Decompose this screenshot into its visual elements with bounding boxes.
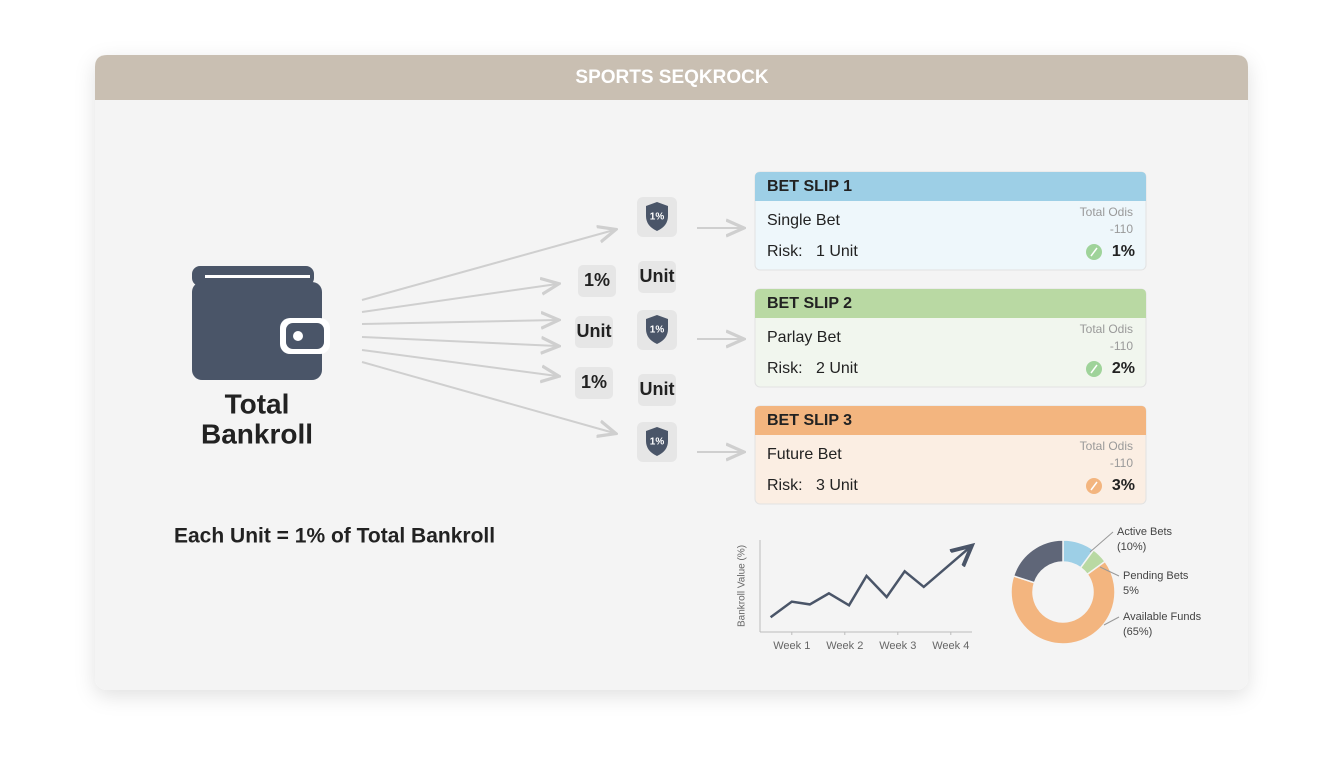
arrow [361, 230, 614, 301]
arrow [361, 284, 557, 313]
slip-header [755, 289, 1146, 318]
slip-title: BET SLIP 1 [767, 178, 852, 195]
x-tick-label: Week 3 [879, 640, 916, 652]
chip-text: 1% [584, 270, 610, 290]
slip-title: BET SLIP 3 [767, 412, 852, 429]
risk: 2 Unit [816, 360, 858, 377]
wallet-label: Bankroll [201, 418, 313, 449]
chip [638, 374, 676, 406]
shield-icon [646, 315, 668, 344]
slip-header [755, 406, 1146, 435]
odds-label: Total Odis [1080, 205, 1133, 219]
chip-text: Unit [640, 379, 675, 399]
legend-label: Active Bets [1117, 526, 1173, 538]
percent-icon-slash [1090, 247, 1098, 257]
y-axis-label: Bankroll Value (%) [737, 545, 748, 627]
risk-label: Risk: [767, 360, 803, 377]
arrow [361, 337, 557, 346]
footnote: Each Unit = 1% of Total Bankroll [174, 525, 495, 548]
x-tick-label: Week 1 [773, 640, 810, 652]
chip [578, 265, 616, 297]
slip-header [755, 172, 1146, 201]
bet-type: Parlay Bet [767, 329, 841, 346]
x-tick-label: Week 4 [932, 640, 969, 652]
slip-title: BET SLIP 2 [767, 295, 852, 312]
percent: 1% [1112, 243, 1135, 260]
odds: -110 [1110, 456, 1133, 470]
percent: 2% [1112, 360, 1135, 377]
risk: 1 Unit [816, 243, 858, 260]
chip [575, 367, 613, 399]
donut-slice [1010, 560, 1116, 645]
value-label: (10%) [1117, 541, 1146, 553]
arrow [361, 320, 557, 324]
leader-line [1089, 531, 1114, 553]
odds-label: Total Odis [1080, 322, 1133, 336]
risk-label: Risk: [767, 243, 803, 260]
odds-label: Total Odis [1080, 439, 1133, 453]
donut-slice [1012, 539, 1064, 584]
percent-icon-slash [1090, 481, 1098, 491]
risk: 3 Unit [816, 477, 858, 494]
header-title: SPORTS SEQKROCK [575, 67, 768, 88]
badge-text: 1% [650, 212, 665, 223]
shield-icon [646, 202, 668, 231]
arrow [361, 349, 557, 376]
wallet-label: Total [225, 388, 290, 419]
percent: 3% [1112, 477, 1135, 494]
chip-text: Unit [640, 266, 675, 286]
odds: -110 [1110, 222, 1133, 236]
badge-text: 1% [650, 437, 665, 448]
header-bar [95, 55, 1248, 100]
x-tick-label: Week 2 [826, 640, 863, 652]
chip [638, 261, 676, 293]
chip-text: 1% [581, 372, 607, 392]
risk-label: Risk: [767, 477, 803, 494]
chip [575, 316, 613, 348]
leader-line [1099, 566, 1120, 577]
badge-text: 1% [650, 325, 665, 336]
value-label: (65%) [1123, 626, 1152, 638]
bet-type: Single Bet [767, 212, 840, 229]
line-series [769, 547, 970, 619]
odds: -110 [1110, 339, 1133, 353]
value-label: 5% [1123, 585, 1139, 597]
legend-label: Available Funds [1123, 611, 1202, 623]
wallet-icon [192, 266, 330, 380]
chip-text: Unit [577, 321, 612, 341]
percent-icon-slash [1090, 364, 1098, 374]
bet-type: Future Bet [767, 446, 842, 463]
leader-line [1103, 616, 1120, 626]
legend-label: Pending Bets [1123, 570, 1189, 582]
arrow [361, 361, 614, 433]
shield-icon [646, 427, 668, 456]
